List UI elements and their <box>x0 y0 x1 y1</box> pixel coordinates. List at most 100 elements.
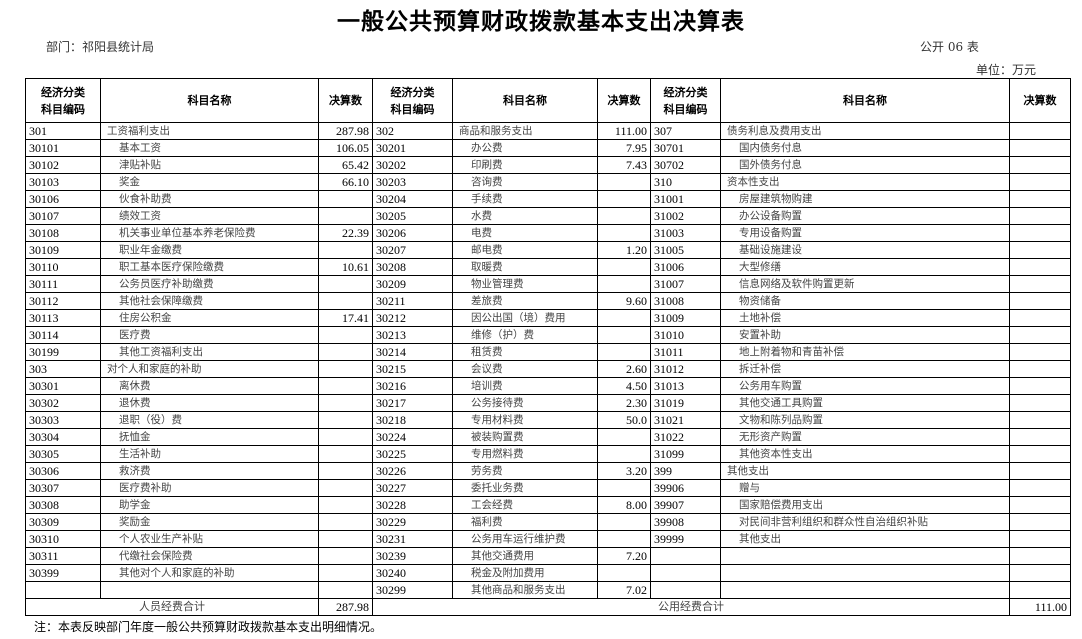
name-cell: 医疗费补助 <box>100 479 319 497</box>
table-row: 30307 医疗费补助 30227 委托业务费 39906 赠与 <box>25 479 1071 497</box>
amount-cell <box>1009 462 1071 480</box>
code-cell: 399 <box>650 462 721 480</box>
totals-row: 人员经费合计 287.98 公用经费合计 111.00 <box>25 598 1071 616</box>
table-row: 30114 医疗费 30213 维修（护）费 31010 安置补助 <box>25 326 1071 344</box>
table-row: 30103 奖金 66.10 30203 咨询费 310 资本性支出 <box>25 173 1071 191</box>
amount-cell <box>1009 445 1071 463</box>
name-cell: 医疗费 <box>100 326 319 344</box>
amount-cell: 50.0 <box>597 411 651 429</box>
name-cell: 国家赔偿费用支出 <box>720 496 1010 514</box>
table-row: 30304 抚恤金 30224 被装购置费 31022 无形资产购置 <box>25 428 1071 446</box>
amount-cell: 7.20 <box>597 547 651 565</box>
amount-cell <box>318 190 373 208</box>
code-cell: 39908 <box>650 513 721 531</box>
name-cell: 退休费 <box>100 394 319 412</box>
name-cell: 工资福利支出 <box>100 122 319 140</box>
header-code: 经济分类 科目编码 <box>25 78 101 123</box>
name-cell: 土地补偿 <box>720 309 1010 327</box>
name-cell: 电费 <box>452 224 598 242</box>
code-cell: 31012 <box>650 360 721 378</box>
code-cell: 30211 <box>372 292 453 310</box>
amount-cell <box>1009 411 1071 429</box>
name-cell: 赠与 <box>720 479 1010 497</box>
name-cell: 培训费 <box>452 377 598 395</box>
amount-cell <box>597 258 651 276</box>
name-cell <box>100 581 319 599</box>
code-cell: 310 <box>650 173 721 191</box>
amount-cell <box>318 275 373 293</box>
amount-cell <box>597 445 651 463</box>
name-cell: 助学金 <box>100 496 319 514</box>
amount-cell <box>1009 224 1071 242</box>
table-row: 30101 基本工资 106.05 30201 办公费 7.95 30701 国内债务付息 <box>25 139 1071 157</box>
table-row: 30199 其他工资福利支出 30214 租赁费 31011 地上附着物和青苗补偿 <box>25 343 1071 361</box>
name-cell: 拆迁补偿 <box>720 360 1010 378</box>
amount-cell <box>318 445 373 463</box>
amount-cell <box>318 479 373 497</box>
name-cell: 其他商品和服务支出 <box>452 581 598 599</box>
code-cell: 31002 <box>650 207 721 225</box>
name-cell: 奖励金 <box>100 513 319 531</box>
code-cell <box>25 581 101 599</box>
code-cell: 303 <box>25 360 101 378</box>
name-cell: 抚恤金 <box>100 428 319 446</box>
table-row: 30309 奖励金 30229 福利费 39908 对民间非营利组织和群众性自治组织补贴 <box>25 513 1071 531</box>
name-cell: 专用材料费 <box>452 411 598 429</box>
table-row: 30303 退职（役）费 30218 专用材料费 50.0 31021 文物和陈列品购置 <box>25 411 1071 429</box>
table-row: 30301 离休费 30216 培训费 4.50 31013 公务用车购置 <box>25 377 1071 395</box>
name-cell: 维修（护）费 <box>452 326 598 344</box>
amount-cell <box>318 462 373 480</box>
amount-cell: 106.05 <box>318 139 373 157</box>
amount-cell <box>1009 394 1071 412</box>
amount-cell: 7.43 <box>597 156 651 174</box>
header-code-line1: 经济分类 <box>390 85 435 99</box>
code-cell: 30702 <box>650 156 721 174</box>
table-row: 30108 机关事业单位基本养老保险费 22.39 30206 电费 31003 专用设备购… <box>25 224 1071 242</box>
table-row: 30399 其他对个人和家庭的补助 30240 税金及附加费用 <box>25 564 1071 582</box>
code-cell: 30305 <box>25 445 101 463</box>
name-cell: 物资储备 <box>720 292 1010 310</box>
amount-cell: 7.95 <box>597 139 651 157</box>
amount-cell <box>597 207 651 225</box>
name-cell: 其他对个人和家庭的补助 <box>100 564 319 582</box>
code-cell: 30217 <box>372 394 453 412</box>
name-cell: 其他交通费用 <box>452 547 598 565</box>
name-cell: 专用设备购置 <box>720 224 1010 242</box>
code-cell: 30213 <box>372 326 453 344</box>
amount-cell <box>1009 309 1071 327</box>
name-cell: 税金及附加费用 <box>452 564 598 582</box>
amount-cell <box>1009 547 1071 565</box>
code-cell: 30206 <box>372 224 453 242</box>
header-code-line1: 经济分类 <box>41 85 85 99</box>
code-cell: 30204 <box>372 190 453 208</box>
amount-cell: 65.42 <box>318 156 373 174</box>
code-cell: 30201 <box>372 139 453 157</box>
table-row: 30107 绩效工资 30205 水费 31002 办公设备购置 <box>25 207 1071 225</box>
name-cell: 地上附着物和青苗补偿 <box>720 343 1010 361</box>
code-cell: 31006 <box>650 258 721 276</box>
unit-label: 单位：万元 <box>976 63 1037 77</box>
table-row: 301 工资福利支出 287.98 302 商品和服务支出 111.00 307 债务利息及费… <box>25 122 1071 140</box>
amount-cell <box>1009 190 1071 208</box>
header-code-line1: 经济分类 <box>663 85 708 99</box>
code-cell: 30226 <box>372 462 453 480</box>
name-cell: 个人农业生产补贴 <box>100 530 319 548</box>
code-cell: 30114 <box>25 326 101 344</box>
code-cell: 30231 <box>372 530 453 548</box>
code-cell: 30218 <box>372 411 453 429</box>
header-code-line2: 科目编码 <box>663 102 708 116</box>
name-cell: 委托业务费 <box>452 479 598 497</box>
name-cell: 救济费 <box>100 462 319 480</box>
code-cell: 30399 <box>25 564 101 582</box>
amount-cell: 8.00 <box>597 496 651 514</box>
amount-cell: 4.50 <box>597 377 651 395</box>
code-cell: 30240 <box>372 564 453 582</box>
header-name: 科目名称 <box>100 78 319 123</box>
name-cell: 差旅费 <box>452 292 598 310</box>
amount-cell <box>318 428 373 446</box>
name-cell: 代缴社会保险费 <box>100 547 319 565</box>
header-code: 经济分类 科目编码 <box>650 78 721 123</box>
code-cell: 30111 <box>25 275 101 293</box>
name-cell: 专用燃料费 <box>452 445 598 463</box>
table-row: 30302 退休费 30217 公务接待费 2.30 31019 其他交通工具购置 <box>25 394 1071 412</box>
